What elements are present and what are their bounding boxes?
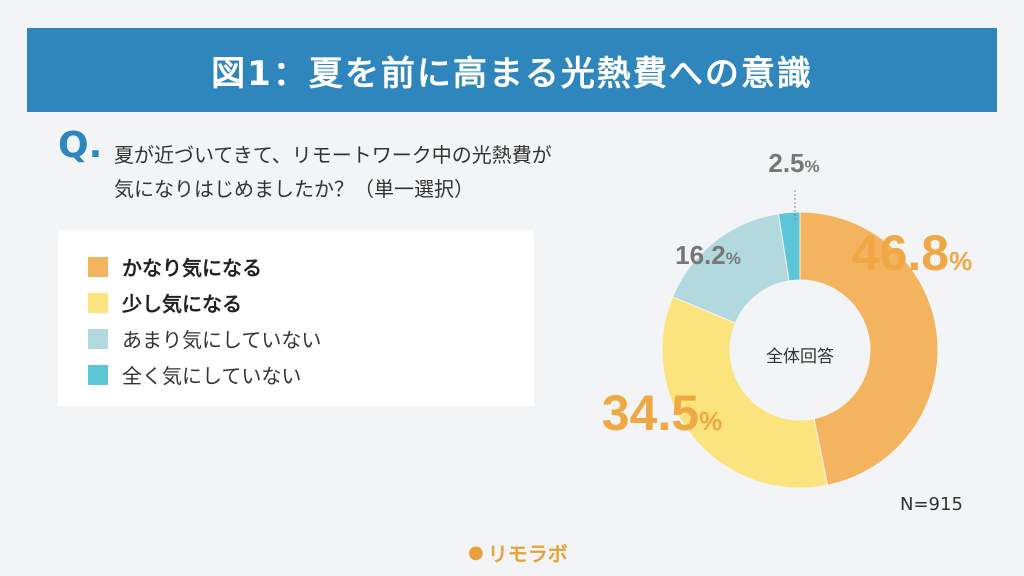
brand-logo: ● リモラボ — [468, 538, 568, 567]
value-label-1: 46.8% — [852, 225, 972, 281]
question-line-1: 夏が近づいてきて、リモートワーク中の光熱費が — [114, 143, 552, 167]
page-title: 図1：夏を前に高まる光熱費への意識 — [211, 53, 813, 94]
legend-label-3: あまり気にしていない — [122, 328, 322, 352]
legend-item-2: 少し気になる — [88, 288, 242, 317]
legend-swatch-1 — [88, 256, 108, 277]
brand-dot-icon: ● — [468, 542, 484, 563]
legend-item-1: かなり気になる — [88, 252, 262, 281]
legend-item-4: 全く気にしていない — [88, 360, 301, 389]
legend-swatch-4 — [88, 364, 108, 385]
donut-slice-1 — [799, 211, 939, 486]
question-mark: Q. — [58, 125, 103, 166]
legend-label-4: 全く気にしていない — [122, 364, 302, 388]
legend-item-3: あまり気にしていない — [88, 324, 321, 353]
sample-size: N=915 — [900, 494, 963, 515]
legend: かなり気になる 少し気になる あまり気にしていない 全く気にしていない — [58, 230, 534, 406]
legend-label-2: 少し気になる — [122, 292, 242, 316]
donut-slice-2 — [661, 296, 829, 489]
legend-swatch-2 — [88, 292, 108, 313]
question-text: 夏が近づいてきて、リモートワーク中の光熱費が 気になりはじめましたか？（単一選択… — [114, 138, 674, 206]
question-line-2: 気になりはじめましたか？（単一選択） — [114, 177, 474, 201]
legend-label-1: かなり気になる — [122, 256, 262, 280]
brand-name: リモラボ — [487, 542, 568, 566]
value-label-4: 2.5% — [768, 148, 819, 178]
legend-swatch-3 — [88, 328, 108, 349]
donut-slice-4 — [777, 211, 801, 282]
value-label-3: 16.2% — [675, 240, 741, 270]
title-banner: 図1：夏を前に高まる光熱費への意識 — [27, 28, 997, 112]
value-label-2: 34.5% — [602, 385, 722, 441]
donut-center-label: 全体回答 — [766, 347, 834, 367]
